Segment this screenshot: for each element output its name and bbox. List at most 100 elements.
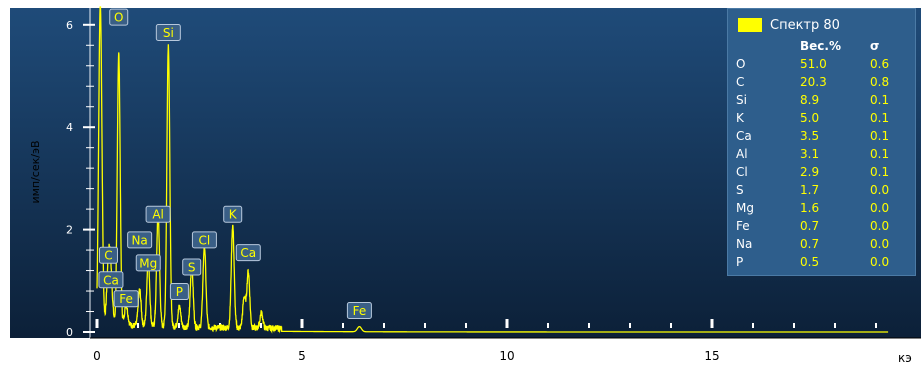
legend-swatch bbox=[738, 18, 762, 32]
legend-element: Cl bbox=[736, 165, 748, 179]
legend-row: Al 3.1 0.1 bbox=[728, 147, 915, 165]
legend-sigma: 0.0 bbox=[870, 237, 890, 251]
peak-label-box bbox=[98, 246, 118, 264]
x-tick-minor bbox=[752, 323, 754, 328]
y-axis-label: имп/сек/эВ bbox=[29, 140, 42, 203]
legend-sigma: 0.0 bbox=[870, 219, 890, 233]
peak-label-fe: Fe bbox=[353, 304, 367, 318]
peak-label-fe: Fe bbox=[119, 292, 133, 306]
legend-row: Fe 0.7 0.0 bbox=[728, 219, 915, 237]
legend-element: Ca bbox=[736, 129, 752, 143]
x-tick-minor bbox=[670, 323, 672, 328]
legend-row: S 1.7 0.0 bbox=[728, 183, 915, 201]
peak-label-box bbox=[235, 244, 261, 262]
x-axis-unit-label: кэ bbox=[898, 351, 912, 365]
x-tick-minor bbox=[383, 323, 385, 328]
legend-weight: 8.9 bbox=[800, 93, 820, 107]
legend-column-headers: Вес.% σ bbox=[728, 39, 915, 55]
x-tick-minor bbox=[793, 323, 795, 328]
legend-row: Si 8.9 0.1 bbox=[728, 93, 915, 111]
x-tick-major bbox=[95, 319, 99, 328]
legend-element: S bbox=[736, 183, 744, 197]
peak-label-c: C bbox=[104, 249, 112, 263]
x-tick-minor bbox=[629, 323, 631, 328]
legend-row: K 5.0 0.1 bbox=[728, 111, 915, 129]
legend-header: Спектр 80 bbox=[738, 16, 840, 34]
legend-element: Mg bbox=[736, 201, 754, 215]
legend-panel: Спектр 80 Вес.% σ O 51.0 0.6 C 20.3 0.8 Si 8.… bbox=[727, 8, 916, 276]
legend-sigma: 0.1 bbox=[870, 165, 890, 179]
legend-weight: 51.0 bbox=[800, 57, 827, 71]
legend-sigma: 0.1 bbox=[870, 93, 890, 107]
peak-label-box bbox=[135, 254, 161, 272]
peak-label-box bbox=[191, 231, 217, 249]
x-tick-minor bbox=[834, 323, 836, 328]
peak-label-s: S bbox=[188, 260, 196, 274]
x-tick-label: 0 bbox=[93, 349, 101, 363]
peak-label-mg: Mg bbox=[139, 256, 157, 270]
x-tick-label: 15 bbox=[704, 349, 719, 363]
peak-label-ca: Ca bbox=[240, 246, 256, 260]
legend-sigma: 0.1 bbox=[870, 111, 890, 125]
x-tick-minor bbox=[465, 323, 467, 328]
y-tick-label: 6 bbox=[66, 19, 73, 32]
legend-weight: 2.9 bbox=[800, 165, 820, 179]
legend-element: C bbox=[736, 75, 745, 89]
y-tick-label: 0 bbox=[66, 326, 73, 339]
x-tick-minor bbox=[588, 323, 590, 328]
peak-label-box bbox=[127, 231, 153, 249]
legend-title: Спектр 80 bbox=[770, 17, 840, 33]
legend-rows: O 51.0 0.6 C 20.3 0.8 Si 8.9 0.1 K 5.0 0.1 Ca 3.5… bbox=[728, 57, 915, 273]
legend-element: P bbox=[736, 255, 744, 269]
legend-weight: 5.0 bbox=[800, 111, 820, 125]
legend-column-weight: Вес.% bbox=[800, 39, 841, 53]
legend-weight: 0.7 bbox=[800, 237, 820, 251]
peak-label-na: Na bbox=[131, 233, 147, 247]
x-tick-major bbox=[710, 319, 714, 328]
legend-row: Cl 2.9 0.1 bbox=[728, 165, 915, 183]
peak-label-p: P bbox=[176, 285, 183, 299]
legend-element: O bbox=[736, 57, 746, 71]
x-tick-minor bbox=[178, 323, 180, 328]
legend-sigma: 0.8 bbox=[870, 75, 890, 89]
peak-label-cl: Cl bbox=[199, 233, 211, 247]
peak-label-box bbox=[113, 290, 139, 308]
legend-weight: 1.6 bbox=[800, 201, 820, 215]
legend-row: Ca 3.5 0.1 bbox=[728, 129, 915, 147]
legend-weight: 0.7 bbox=[800, 219, 820, 233]
peak-label-box bbox=[98, 271, 124, 289]
peak-label-al: Al bbox=[152, 208, 164, 222]
legend-row: Mg 1.6 0.0 bbox=[728, 201, 915, 219]
x-tick-label: 10 bbox=[499, 349, 514, 363]
peak-label-k: K bbox=[229, 208, 238, 222]
legend-weight: 3.1 bbox=[800, 147, 820, 161]
x-tick-minor bbox=[137, 323, 139, 328]
x-tick-label: 5 bbox=[298, 349, 306, 363]
x-tick-minor bbox=[260, 323, 262, 328]
y-tick-label: 2 bbox=[66, 224, 73, 237]
x-tick-minor bbox=[424, 323, 426, 328]
x-axis: 0 5 10 15 bbox=[90, 319, 921, 363]
legend-sigma: 0.0 bbox=[870, 255, 890, 269]
x-tick-major bbox=[505, 319, 509, 328]
x-tick-minor bbox=[875, 323, 877, 328]
peak-label-o: O bbox=[114, 11, 123, 25]
peak-label-box bbox=[109, 8, 129, 26]
legend-sigma: 0.6 bbox=[870, 57, 890, 71]
peak-label-box bbox=[155, 23, 181, 41]
legend-weight: 3.5 bbox=[800, 129, 820, 143]
peak-label-box bbox=[182, 258, 202, 276]
spectrum-series-line bbox=[96, 6, 889, 334]
peak-label-box bbox=[145, 205, 171, 223]
legend-weight: 1.7 bbox=[800, 183, 820, 197]
legend-column-sigma: σ bbox=[870, 39, 880, 53]
peak-label-ca: Ca bbox=[103, 273, 119, 287]
legend-weight: 20.3 bbox=[800, 75, 827, 89]
legend-row: Na 0.7 0.0 bbox=[728, 237, 915, 255]
legend-element: Al bbox=[736, 147, 748, 161]
peak-label-si: Si bbox=[163, 26, 174, 40]
legend-element: Fe bbox=[736, 219, 750, 233]
legend-element: Na bbox=[736, 237, 753, 251]
